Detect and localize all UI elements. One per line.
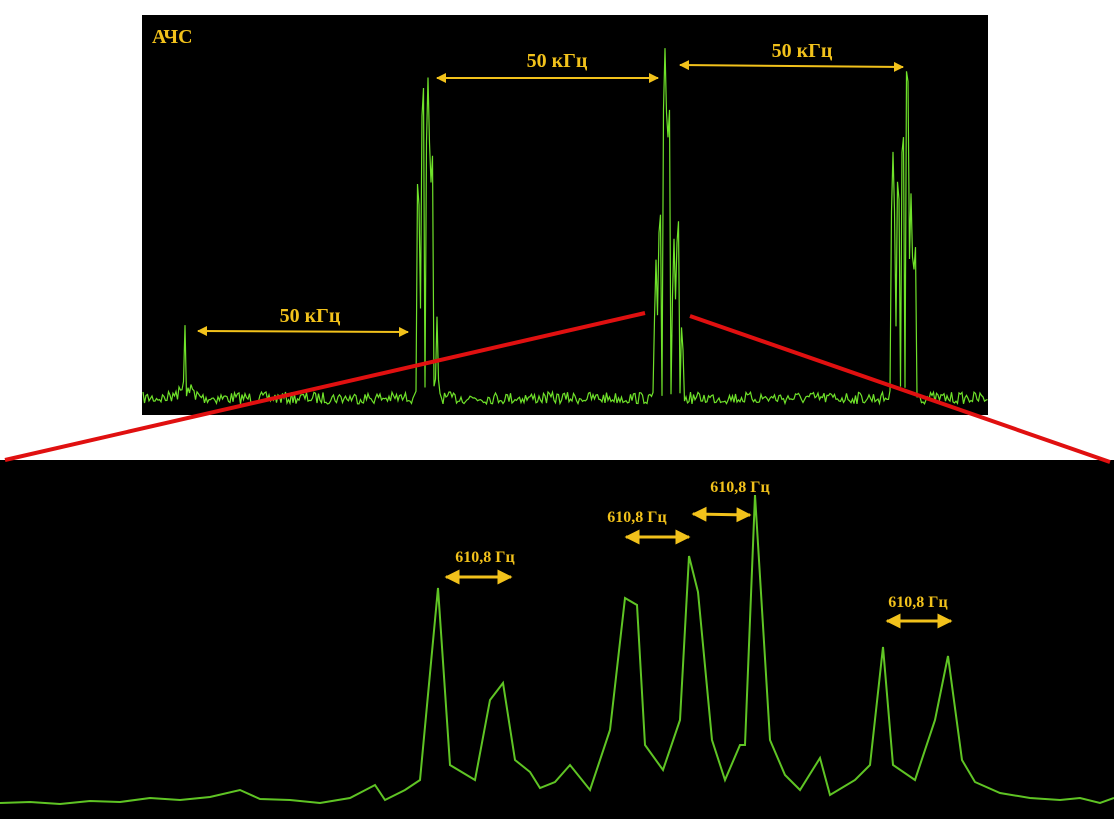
span-label: 610,8 Гц [888,594,947,611]
span-label: 610,8 Гц [607,509,666,526]
zoom-line [689,314,1111,464]
span-label: 50 кГц [280,305,341,327]
bottom-panel [0,460,1114,819]
zoom-line [4,311,646,462]
panel-label: АЧС [152,26,193,48]
span-arrow [691,506,752,523]
top-panel [142,15,988,415]
span-arrow [197,326,409,337]
bottom-spectrum-trace [0,494,1114,806]
span-label: 610,8 Гц [455,549,514,566]
span-arrow [679,60,904,72]
span-label: 50 кГц [772,40,833,62]
span-label: 50 кГц [527,50,588,72]
span-label: 610,8 Гц [710,479,769,496]
